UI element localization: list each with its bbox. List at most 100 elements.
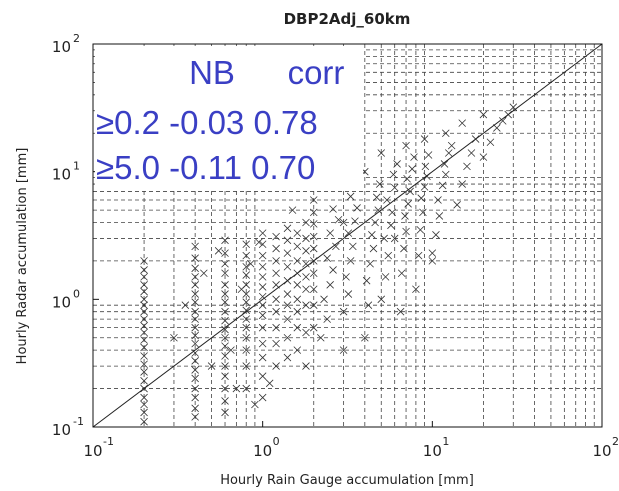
data-point (221, 269, 229, 278)
data-point (420, 183, 429, 191)
data-point (140, 257, 148, 265)
data-point (140, 295, 148, 304)
data-point (221, 281, 229, 289)
data-point (140, 352, 148, 360)
data-point (493, 124, 501, 132)
data-point (227, 346, 235, 354)
data-point (383, 196, 391, 204)
data-point (339, 218, 348, 227)
data-point (207, 362, 216, 370)
data-point (346, 257, 355, 265)
data-point (283, 315, 292, 323)
x-tick-exponent: -1 (103, 435, 114, 448)
data-point (221, 259, 229, 268)
x-tick-label: 10 (253, 442, 272, 460)
y-tick-label: 10 (52, 293, 71, 311)
data-point (428, 257, 437, 265)
data-point (140, 336, 148, 344)
data-point (140, 368, 148, 376)
data-point (242, 315, 251, 323)
data-point (258, 353, 267, 362)
stats-header-nb: NB (189, 54, 235, 91)
chart-title: DBP2Adj_60km (284, 10, 411, 28)
data-point (293, 307, 302, 316)
data-point (200, 269, 208, 278)
data-point (293, 242, 302, 251)
y-tick-label: 10 (52, 421, 71, 439)
data-point (191, 404, 199, 413)
data-point (372, 193, 381, 202)
data-points (140, 103, 518, 426)
data-point (191, 366, 199, 374)
data-point (242, 251, 251, 260)
data-point (140, 287, 148, 296)
data-point (302, 328, 310, 337)
data-point (486, 138, 495, 147)
data-point (389, 170, 398, 179)
data-point (410, 153, 418, 161)
data-point (432, 231, 440, 239)
data-point (346, 192, 355, 201)
data-point (191, 264, 199, 273)
data-point (302, 301, 310, 309)
data-point (191, 315, 199, 323)
data-point (191, 339, 199, 348)
data-point (242, 362, 251, 370)
data-point (293, 229, 302, 237)
stats-row: ≥5.0 -0.11 0.70 (96, 149, 315, 186)
data-point (309, 220, 318, 228)
data-point (329, 266, 337, 274)
data-point (458, 180, 466, 188)
data-point (191, 331, 199, 340)
data-point (191, 374, 199, 383)
data-point (403, 174, 411, 183)
data-point (283, 224, 292, 233)
data-point (309, 285, 318, 294)
data-point (366, 259, 374, 268)
data-point (283, 353, 292, 362)
x-tick-exponent: 0 (273, 435, 280, 448)
data-point (140, 328, 148, 337)
data-point (293, 323, 302, 332)
data-point (251, 400, 259, 409)
data-point (221, 384, 229, 393)
data-point (396, 307, 405, 316)
data-point (242, 306, 251, 315)
data-point (258, 311, 267, 320)
data-point (441, 129, 450, 138)
x-axis-label: Hourly Rain Gauge accumulation [mm] (220, 473, 474, 488)
data-point (453, 201, 461, 209)
data-point (272, 232, 280, 241)
data-point (293, 346, 302, 354)
data-point (302, 273, 310, 281)
data-point (362, 276, 371, 285)
data-point (406, 187, 414, 196)
data-point (414, 251, 423, 260)
data-point (344, 290, 353, 298)
data-point (258, 323, 267, 332)
data-point (390, 183, 399, 192)
data-point (181, 301, 190, 309)
data-point (258, 393, 267, 402)
data-point (323, 254, 331, 262)
data-point (258, 283, 267, 291)
data-point (419, 208, 427, 217)
data-point (221, 352, 229, 360)
data-point (293, 281, 302, 289)
data-point (377, 295, 386, 304)
data-point (221, 298, 229, 306)
data-point (288, 206, 297, 214)
data-point (242, 298, 251, 306)
data-point (265, 379, 274, 388)
data-point (417, 194, 426, 202)
data-point (309, 196, 318, 204)
data-point (140, 343, 148, 352)
data-point (191, 349, 199, 357)
data-point (242, 271, 251, 279)
data-point (467, 149, 476, 157)
data-point (242, 384, 251, 393)
data-point (351, 217, 359, 225)
data-point (283, 290, 292, 298)
data-point (214, 247, 223, 255)
stats-header-corr: corr (288, 54, 345, 91)
